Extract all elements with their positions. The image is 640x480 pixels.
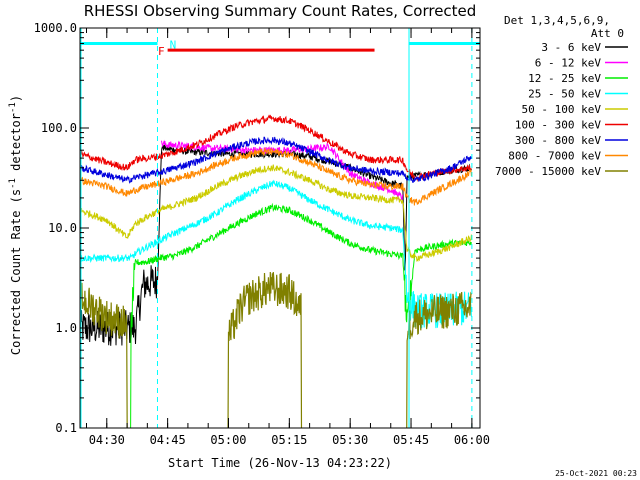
flag-n-label: N	[170, 38, 177, 51]
legend-label: 50 - 100 keV	[522, 103, 602, 116]
legend-label: 7000 - 15000 keV	[495, 165, 601, 178]
series-line-100-300-kev	[80, 114, 472, 182]
legend: Det 1,3,4,5,6,9,Att 03 - 6 keV 6 - 12 keV…	[495, 14, 628, 178]
x-tick-label: 04:30	[89, 433, 125, 447]
y-axis-label-sup1: -1	[8, 178, 18, 189]
y-axis-label: Corrected Count Rate (s-1 detector-1)	[8, 95, 23, 355]
legend-label: 25 - 50 keV	[528, 88, 601, 101]
legend-label: 6 - 12 keV	[535, 57, 602, 70]
legend-header-detectors: Det 1,3,4,5,6,9,	[504, 14, 610, 27]
series-group	[80, 114, 472, 428]
x-axis-label: Start Time (26-Nov-13 04:23:22)	[168, 456, 392, 470]
legend-label: 100 - 300 keV	[515, 119, 601, 132]
y-axis-label-main: Corrected Count Rate (s	[9, 189, 23, 355]
x-tick-label: 04:45	[150, 433, 186, 447]
legend-label: 300 - 800 keV	[515, 134, 601, 147]
series-line-50-100-kev	[80, 164, 472, 263]
legend-label: 3 - 6 keV	[541, 41, 601, 54]
series-line-6-12-kev	[161, 139, 403, 201]
legend-label: 12 - 25 keV	[528, 72, 601, 85]
series-line-300-800-kev	[80, 136, 472, 184]
legend-label: 800 - 7000 keV	[508, 150, 601, 163]
x-tick-label: 06:00	[454, 433, 490, 447]
legend-header-attenuator: Att 0	[591, 27, 624, 40]
plot-area: FN 0.1 1.0 10.0 100.0 1000.0 04:30 04:45 05:00 05…	[34, 21, 490, 447]
y-tick-label: 1.0	[55, 321, 77, 335]
series-line-3-6-kev	[80, 144, 472, 346]
y-tick-label: 100.0	[41, 121, 77, 135]
y-tick-label: 1000.0	[34, 21, 77, 35]
chart-title: RHESSI Observing Summary Count Rates, Co…	[84, 2, 477, 20]
series-line-12-25-kev	[130, 202, 472, 428]
series-line-800-7000-kev	[80, 146, 472, 206]
flag-f-label: F	[158, 45, 165, 58]
y-tick-label: 0.1	[55, 421, 77, 435]
y-axis-label-mid: detector	[9, 113, 23, 178]
x-tick-label: 05:00	[210, 433, 246, 447]
generation-timestamp: 25-Oct-2021 00:23	[555, 469, 637, 478]
series-line-7000-15000-kev	[80, 271, 472, 428]
x-tick-label: 05:30	[332, 433, 368, 447]
x-tick-label: 05:15	[271, 433, 307, 447]
y-axis-label-end: )	[9, 95, 23, 102]
y-axis-label-sup2: -1	[8, 102, 18, 113]
x-tick-label: 05:45	[393, 433, 429, 447]
y-tick-label: 10.0	[48, 221, 77, 235]
series-line-25-50-kev	[80, 179, 472, 329]
